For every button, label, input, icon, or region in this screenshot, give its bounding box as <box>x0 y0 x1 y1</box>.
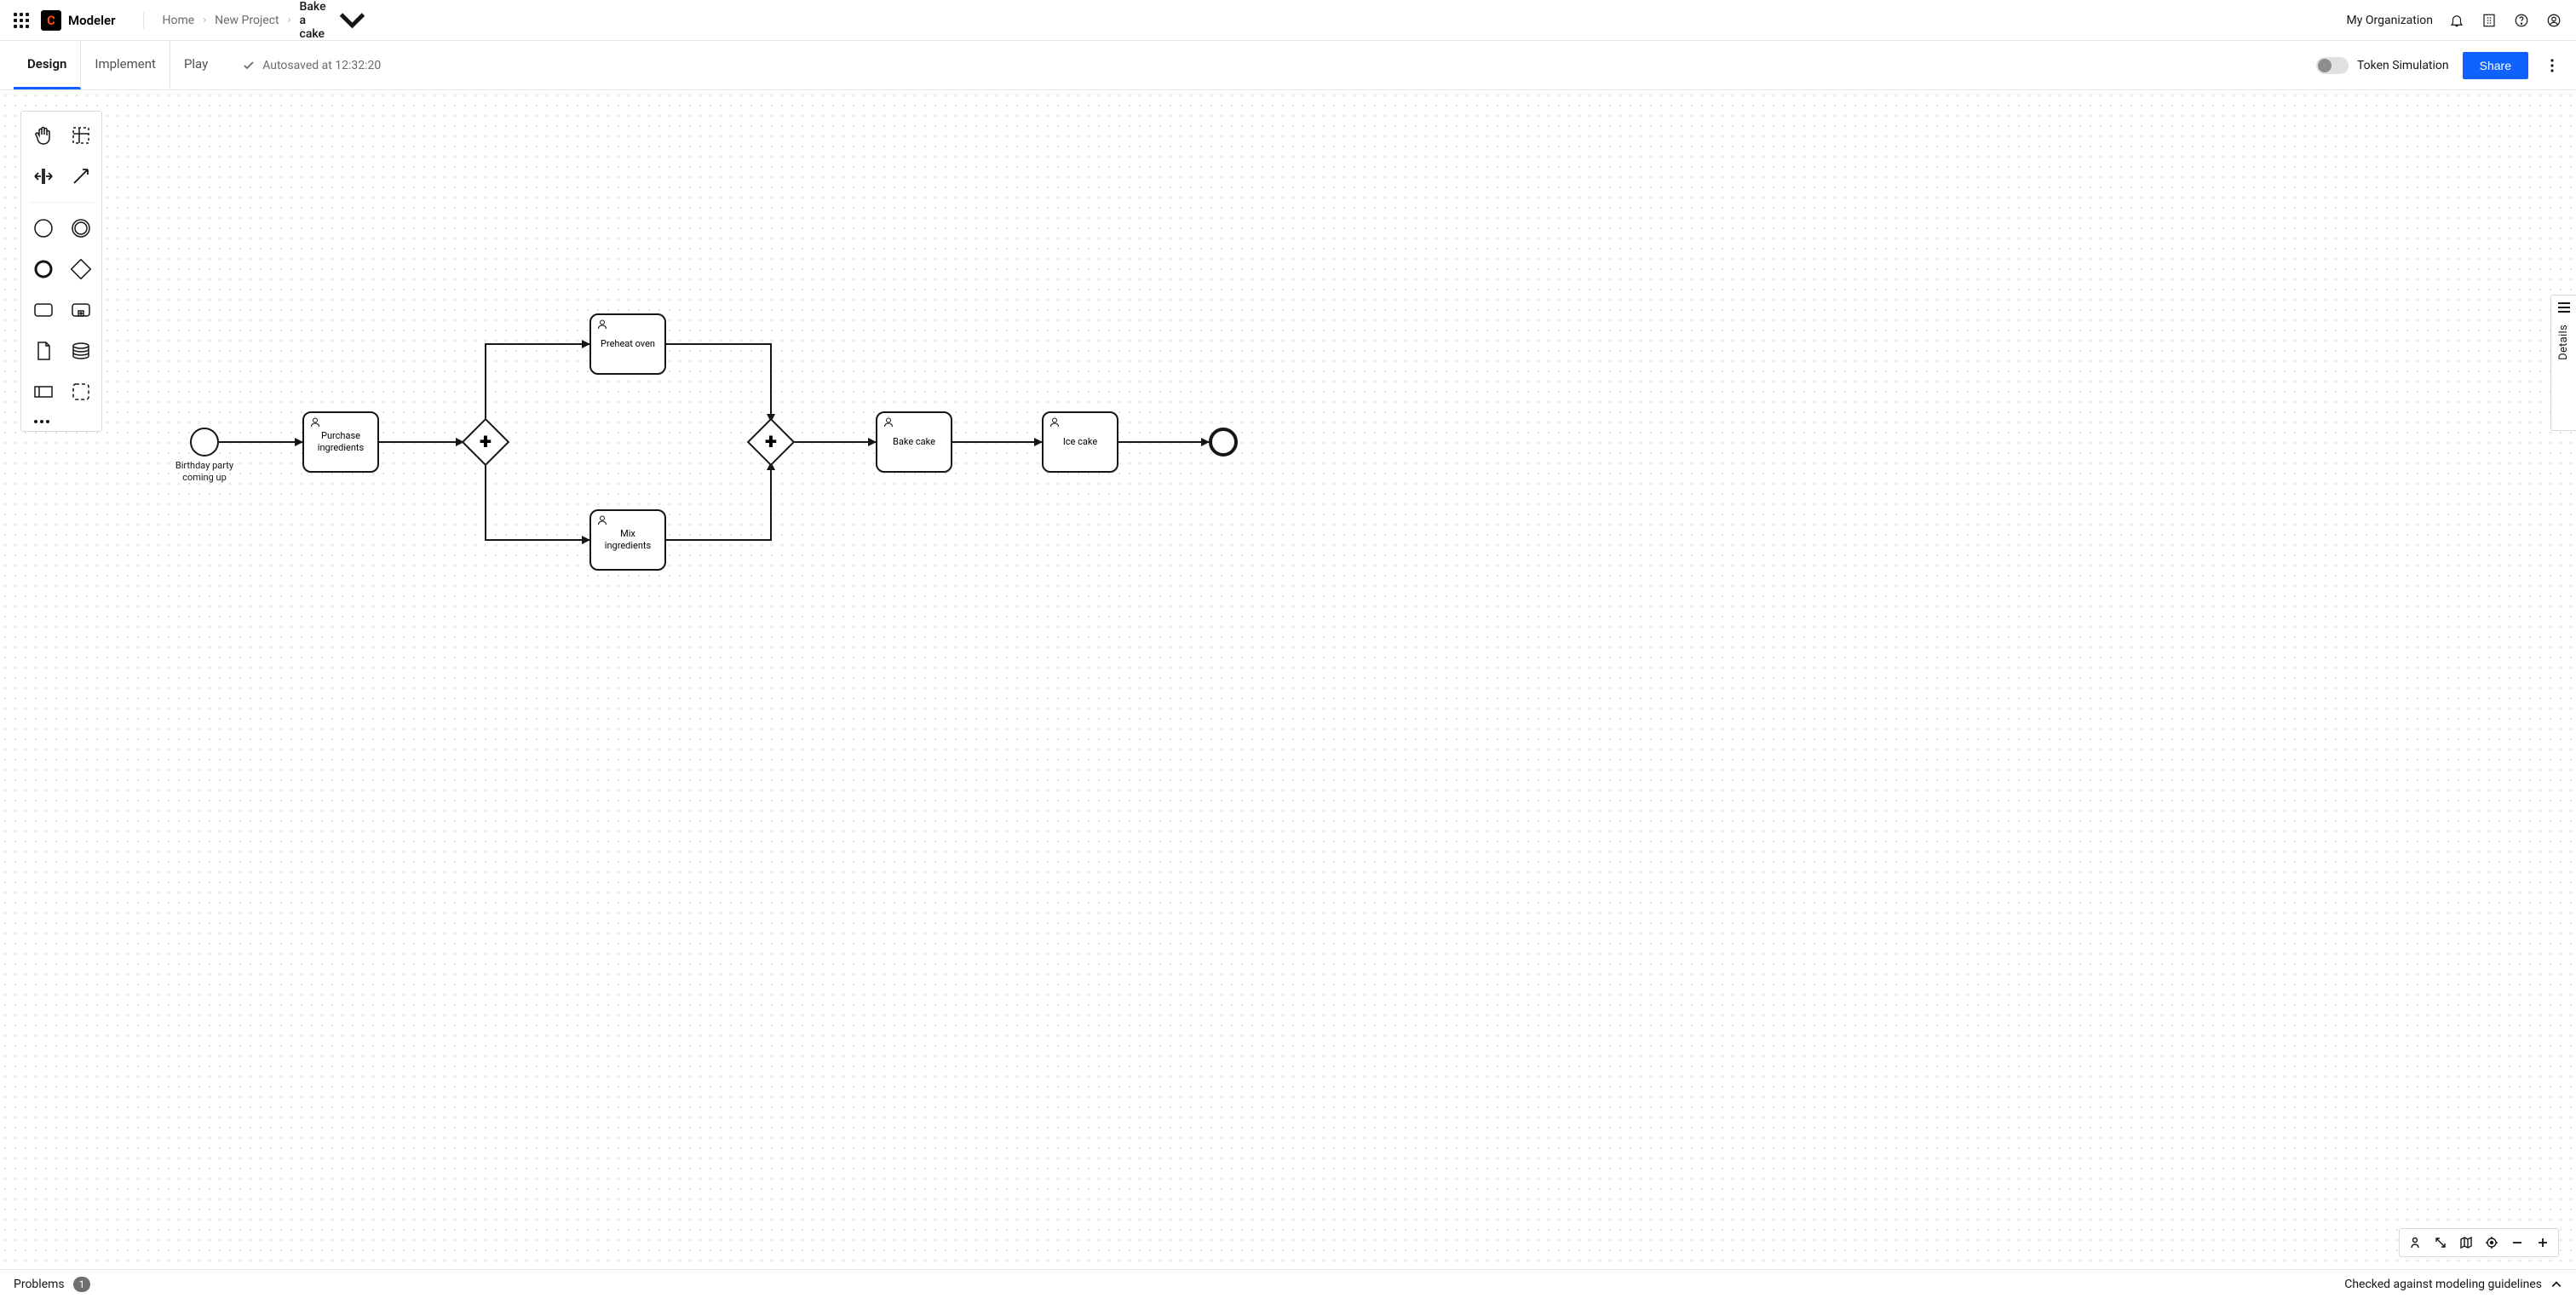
details-label: Details <box>2557 324 2570 360</box>
node-task-ice[interactable]: Ice cake <box>1042 411 1118 473</box>
breadcrumb-current[interactable]: Bake a cake <box>300 0 369 41</box>
task-label: Ice cake <box>1063 436 1097 448</box>
user-task-icon <box>1049 416 1061 432</box>
details-panel-toggle[interactable]: Details <box>2550 295 2576 431</box>
tab-design[interactable]: Design <box>14 41 81 89</box>
zoom-in-button[interactable] <box>2531 1232 2555 1253</box>
guidelines-label: Checked against modeling guidelines <box>2344 1278 2542 1291</box>
breadcrumb: Home › New Project › Bake a cake <box>163 0 369 41</box>
task-label: Preheat oven <box>601 338 655 350</box>
account-icon[interactable] <box>2545 12 2562 29</box>
node-task-bake[interactable]: Bake cake <box>876 411 952 473</box>
node-task-mix[interactable]: Mix ingredients <box>589 509 666 571</box>
node-start-event[interactable] <box>190 428 219 457</box>
subheader: Design Implement Play Autosaved at 12:32… <box>0 41 2576 90</box>
panel-handle-icon <box>2558 302 2570 313</box>
workspace: Birthday party coming up Purchase ingred… <box>0 90 2576 1269</box>
task-label: Purchase ingredients <box>309 430 372 454</box>
autosave-text: Autosaved at 12:32:20 <box>262 59 381 72</box>
edges-svg <box>0 90 2576 1269</box>
minimap-button[interactable] <box>2454 1232 2478 1253</box>
mode-tabs: Design Implement Play <box>14 41 221 89</box>
chevron-down-icon <box>336 3 369 37</box>
problems-label[interactable]: Problems <box>14 1278 65 1291</box>
chevron-right-icon: › <box>288 14 291 26</box>
status-bar: Problems 1 Checked against modeling guid… <box>0 1269 2576 1298</box>
node-gateway-join[interactable]: + <box>747 418 796 467</box>
check-icon <box>242 59 256 72</box>
diagram-layer: Birthday party coming up Purchase ingred… <box>0 90 2576 1269</box>
more-actions-button[interactable] <box>2542 59 2562 72</box>
fullscreen-button[interactable] <box>2429 1232 2452 1253</box>
task-label: Bake cake <box>893 436 935 448</box>
node-end-event[interactable] <box>1209 428 1238 457</box>
tab-implement[interactable]: Implement <box>81 41 170 89</box>
problems-count-badge: 1 <box>73 1277 91 1292</box>
notifications-icon[interactable] <box>2448 12 2465 29</box>
brand-name: Modeler <box>68 13 116 28</box>
org-link[interactable]: My Organization <box>2347 14 2433 27</box>
kebab-icon <box>2550 59 2554 72</box>
app-switcher-icon[interactable] <box>14 13 29 28</box>
help-icon[interactable] <box>2513 12 2530 29</box>
node-task-preheat[interactable]: Preheat oven <box>589 313 666 375</box>
token-sim-label: Token Simulation <box>2357 59 2449 72</box>
zoom-out-button[interactable] <box>2505 1232 2529 1253</box>
app-header: C Modeler Home › New Project › Bake a ca… <box>0 0 2576 41</box>
autosave-status: Autosaved at 12:32:20 <box>242 59 381 72</box>
user-task-icon <box>596 514 608 530</box>
header-divider <box>143 12 144 29</box>
tab-play[interactable]: Play <box>170 41 221 89</box>
user-task-icon <box>596 319 608 334</box>
token-sim-toggle[interactable] <box>2316 57 2349 74</box>
canvas-controls <box>2399 1228 2559 1257</box>
breadcrumb-project[interactable]: New Project <box>215 14 279 27</box>
brand: C Modeler <box>41 10 116 31</box>
node-gateway-split[interactable]: + <box>462 418 510 467</box>
user-task-icon <box>883 416 894 432</box>
breadcrumb-current-label: Bake a cake <box>300 0 331 41</box>
center-button[interactable] <box>2480 1232 2504 1253</box>
header-left: C Modeler Home › New Project › Bake a ca… <box>14 0 369 41</box>
org-icon[interactable] <box>2481 12 2498 29</box>
reset-view-button[interactable] <box>2403 1232 2427 1253</box>
header-right: My Organization <box>2347 12 2562 29</box>
brand-mark-icon: C <box>41 10 61 31</box>
share-button[interactable]: Share <box>2463 52 2528 79</box>
user-task-icon <box>309 416 321 432</box>
breadcrumb-home[interactable]: Home <box>163 14 195 27</box>
node-task-purchase[interactable]: Purchase ingredients <box>302 411 379 473</box>
chevron-right-icon: › <box>203 14 206 26</box>
token-sim-toggle-wrap: Token Simulation <box>2316 57 2449 74</box>
task-label: Mix ingredients <box>596 528 659 552</box>
chevron-up-icon <box>2550 1278 2562 1290</box>
guidelines-status[interactable]: Checked against modeling guidelines <box>2344 1278 2562 1291</box>
node-start-label: Birthday party coming up <box>170 460 239 484</box>
